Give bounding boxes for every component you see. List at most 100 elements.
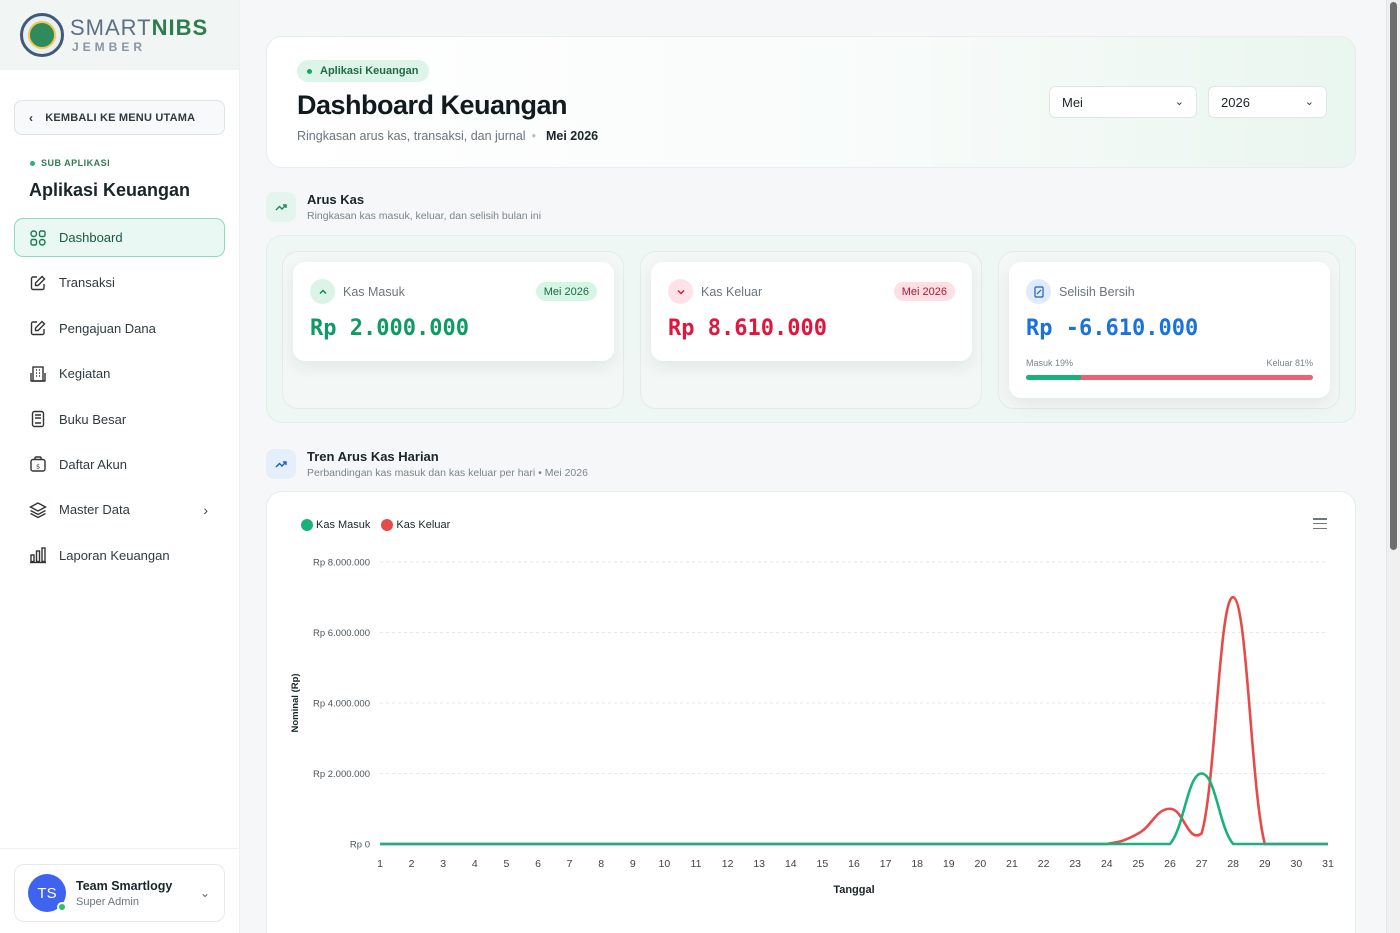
calculator-icon — [1026, 279, 1051, 304]
sidebar-item-label: Master Data — [59, 502, 130, 518]
layers-icon — [29, 501, 47, 519]
legend-item-kas-keluar[interactable]: Kas Keluar — [381, 519, 450, 531]
sidebar-item-transaksi[interactable]: Transaksi — [14, 263, 225, 302]
x-tick-label: 18 — [911, 858, 923, 870]
x-tick-label: 11 — [691, 858, 702, 870]
page-header: Aplikasi Keuangan Dashboard Keuangan Rin… — [266, 36, 1356, 168]
y-tick-label: Rp 2.000.000 — [313, 769, 370, 780]
legend-item-kas-masuk[interactable]: Kas Masuk — [301, 519, 370, 531]
page-title: Dashboard Keuangan — [297, 90, 568, 120]
divider — [0, 848, 240, 849]
sidebar-item-label: Pengajuan Dana — [59, 320, 156, 336]
sidebar-item-buku-besar[interactable]: Buku Besar — [14, 400, 225, 439]
avatar: TS — [28, 874, 67, 912]
user-menu[interactable]: TS Team Smartlogy Super Admin ⌄ — [14, 864, 225, 922]
chevron-down-icon: ⌄ — [1304, 96, 1314, 108]
chevron-left-icon: ‹ — [29, 110, 34, 125]
ratio-bar — [1026, 375, 1313, 380]
sidebar-item-kegiatan[interactable]: Kegiatan — [14, 354, 225, 393]
x-axis-title: Tanggal — [833, 884, 874, 896]
kpi-card: Kas Keluar Mei 2026 Rp 8.610.000 — [651, 262, 972, 361]
arus-kas-header: Arus Kas Ringkasan kas masuk, keluar, da… — [266, 192, 541, 222]
x-tick-label: 8 — [598, 858, 604, 870]
scrollbar[interactable] — [1386, 0, 1400, 933]
x-tick-label: 17 — [880, 858, 892, 870]
x-tick-label: 15 — [817, 858, 829, 870]
logo-subtitle: JEMBER — [72, 40, 147, 54]
svg-text:$: $ — [36, 463, 40, 471]
kpi-card: Kas Masuk Mei 2026 Rp 2.000.000 — [293, 262, 614, 361]
sidebar-item-pengajuan-dana[interactable]: Pengajuan Dana — [14, 309, 225, 348]
x-tick-label: 16 — [848, 858, 860, 870]
chevron-right-icon: › — [203, 501, 208, 518]
user-role: Super Admin — [76, 895, 139, 908]
kpi-selisih-bersih: Selisih Bersih Rp -6.610.000 Masuk 19% K… — [998, 251, 1340, 409]
scrollbar-thumb[interactable] — [1390, 2, 1397, 550]
sidebar-item-label: Kegiatan — [59, 366, 111, 382]
x-tick-label: 12 — [722, 858, 734, 870]
sidebar-item-dashboard[interactable]: Dashboard — [14, 218, 225, 257]
month-select[interactable]: Mei ⌄ — [1049, 86, 1197, 118]
sidebar-item-label: Transaksi — [59, 275, 115, 291]
kpi-label: Selisih Bersih — [1059, 285, 1135, 299]
sidebar-item-label: Buku Besar — [59, 411, 127, 427]
section-title: Arus Kas — [307, 192, 365, 207]
chart-card: Kas Masuk Kas Keluar Rp 0 Rp 2.000.000 Rp … — [266, 491, 1356, 933]
kpi-kas-keluar: Kas Keluar Mei 2026 Rp 8.610.000 — [640, 251, 982, 409]
online-status-icon — [57, 902, 67, 912]
x-tick-label: 4 — [472, 858, 478, 870]
x-tick-label: 21 — [1006, 858, 1018, 870]
sidebar-item-daftar-akun[interactable]: $ Daftar Akun — [14, 445, 225, 484]
logo-emblem-icon — [20, 13, 64, 57]
kpi-panel: Kas Masuk Mei 2026 Rp 2.000.000 Kas Kelu… — [266, 235, 1356, 423]
trending-up-icon — [266, 192, 296, 222]
y-tick-label: Rp 0 — [350, 840, 370, 851]
ratio-keluar-label: Keluar 81% — [1266, 358, 1313, 368]
period-badge: Mei 2026 — [535, 282, 597, 301]
chart-legend: Kas Masuk Kas Keluar — [301, 519, 461, 531]
period-badge: Mei 2026 — [893, 282, 955, 301]
kpi-label: Kas Keluar — [701, 285, 763, 299]
x-tick-label: 10 — [659, 858, 671, 870]
x-tick-label: 2 — [409, 858, 415, 870]
x-tick-label: 28 — [1227, 858, 1239, 870]
sidebar-item-label: Laporan Keuangan — [59, 547, 170, 563]
x-tick-label: 25 — [1133, 858, 1145, 870]
x-tick-label: 19 — [943, 858, 955, 870]
sidebar-item-master-data[interactable]: Master Data › — [14, 490, 225, 529]
sidebar-item-laporan-keuangan[interactable]: Laporan Keuangan — [14, 536, 225, 575]
kpi-value: Rp 8.610.000 — [668, 316, 827, 341]
section-subtitle: Ringkasan kas masuk, keluar, dan selisih… — [307, 210, 542, 222]
building-icon — [29, 365, 47, 383]
kpi-card: Selisih Bersih Rp -6.610.000 Masuk 19% K… — [1009, 262, 1330, 398]
x-tick-label: 3 — [440, 858, 446, 870]
year-select[interactable]: 2026 ⌄ — [1208, 86, 1327, 118]
x-tick-label: 31 — [1322, 858, 1334, 870]
kpi-label: Kas Masuk — [343, 285, 405, 299]
y-tick-label: Rp 6.000.000 — [313, 628, 370, 639]
x-tick-label: 13 — [753, 858, 765, 870]
y-tick-label: Rp 4.000.000 — [313, 699, 370, 710]
section-title: Tren Arus Kas Harian — [307, 449, 439, 464]
edit-icon — [29, 274, 47, 292]
period-label: Mei 2026 — [545, 129, 599, 143]
user-name: Team Smartlogy — [76, 878, 173, 893]
hamburger-menu-icon[interactable] — [1313, 518, 1327, 530]
tren-header: Tren Arus Kas Harian Perbandingan kas ma… — [266, 449, 588, 479]
sidebar-item-label: Dashboard — [59, 230, 123, 245]
y-tick-label: Rp 8.000.000 — [313, 558, 370, 569]
chevron-down-icon: ⌄ — [1174, 96, 1184, 108]
x-tick-label: 1 — [377, 858, 383, 870]
x-tick-label: 29 — [1259, 858, 1271, 870]
sidebar: SMARTNIBS JEMBER ‹ KEMBALI KE MENU UTAMA… — [0, 0, 240, 933]
ratio-labels: Masuk 19% Keluar 81% — [1026, 358, 1313, 368]
sidebar-nav: Dashboard Transaksi Pengajuan Dana Kegia… — [14, 218, 225, 581]
bar-chart-icon — [29, 546, 47, 564]
back-label: KEMBALI KE MENU UTAMA — [45, 111, 196, 124]
x-tick-label: 22 — [1038, 858, 1050, 870]
ratio-masuk-label: Masuk 19% — [1026, 358, 1074, 368]
logo[interactable]: SMARTNIBS JEMBER — [0, 0, 239, 70]
kpi-value: Rp -6.610.000 — [1026, 316, 1199, 341]
kpi-value: Rp 2.000.000 — [310, 316, 469, 341]
back-to-main-menu-button[interactable]: ‹ KEMBALI KE MENU UTAMA — [14, 100, 225, 135]
